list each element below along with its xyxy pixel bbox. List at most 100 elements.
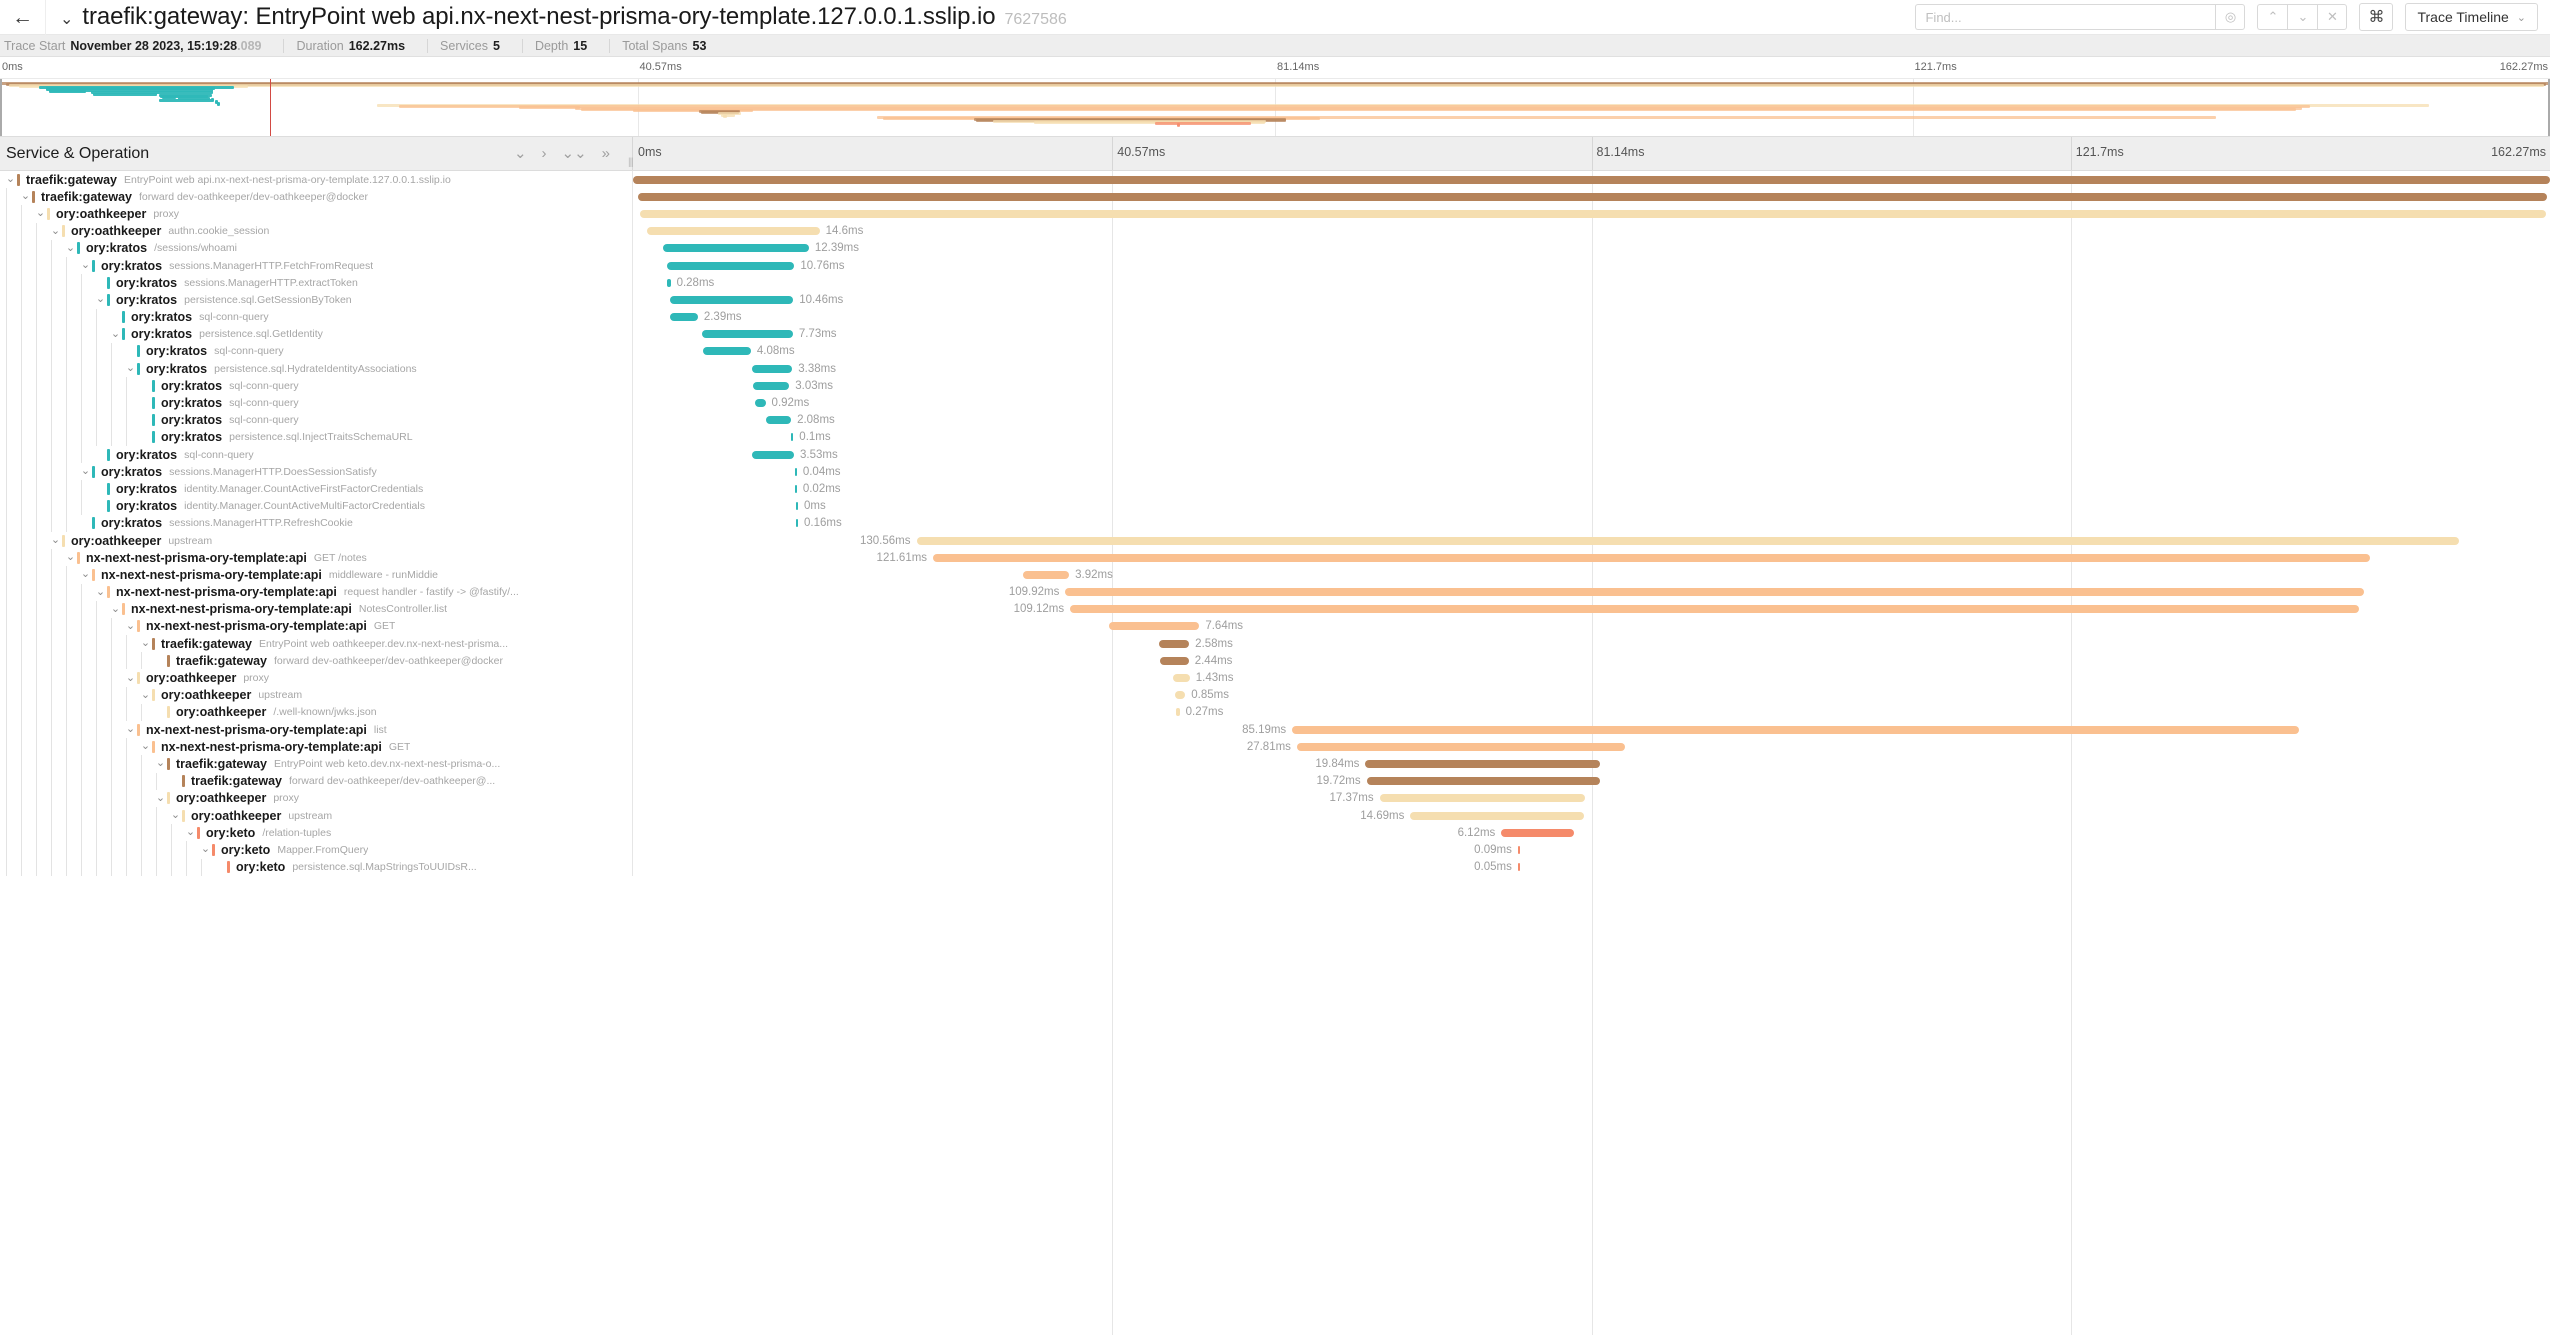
span-label-cell[interactable]: ⌄ ory:oathkeeper authn.cookie_session (0, 222, 633, 240)
span-duration-bar[interactable] (669, 295, 794, 304)
span-row[interactable]: ⌄ory:kratospersistence.sql.InjectTraitsS… (0, 428, 2550, 446)
span-bar-cell[interactable]: 1.43ms (633, 669, 2550, 686)
span-bar-cell[interactable]: 0.28ms (633, 274, 2550, 291)
span-duration-bar[interactable] (640, 209, 2546, 218)
span-bar-cell[interactable]: 27.81ms (633, 738, 2550, 755)
span-duration-bar[interactable] (1175, 691, 1186, 700)
span-label-cell[interactable]: ⌄ ory:keto Mapper.FromQuery (0, 841, 633, 859)
trace-minimap[interactable]: 0ms 40.57ms 81.14ms 121.7ms 162.27ms (0, 57, 2550, 137)
span-duration-bar[interactable] (637, 192, 2547, 201)
span-bar-cell[interactable]: 17.37ms (633, 790, 2550, 807)
span-label-cell[interactable]: ⌄ ory:oathkeeper upstream (0, 806, 633, 825)
span-bar-cell[interactable]: 14.69ms (633, 807, 2550, 824)
column-resize-handle[interactable]: ||| (628, 157, 634, 168)
span-row[interactable]: ⌄ nx-next-nest-prisma-ory-template:api Not… (0, 600, 2550, 618)
span-duration-bar[interactable] (933, 553, 2370, 562)
target-icon[interactable]: ◎ (2215, 4, 2246, 30)
span-row[interactable]: ⌄ traefik:gateway EntryPoint web oathkeepe… (0, 635, 2550, 653)
span-duration-bar[interactable] (669, 313, 698, 322)
span-label-cell[interactable]: ⌄ ory:kratos persistence.sql.GetSessionByT… (0, 291, 633, 309)
span-bar-cell[interactable]: 0.92ms (633, 394, 2550, 411)
span-duration-bar[interactable] (1158, 639, 1190, 648)
minimap-right-handle[interactable] (2548, 79, 2550, 136)
span-duration-bar[interactable] (667, 278, 671, 287)
span-duration-bar[interactable] (1517, 845, 1520, 854)
span-bar-cell[interactable] (633, 205, 2550, 222)
span-row[interactable]: ⌄ory:kratossessions.ManagerHTTP.extractT… (0, 274, 2550, 292)
span-duration-bar[interactable] (1176, 708, 1180, 717)
span-bar-cell[interactable]: 0ms (633, 498, 2550, 515)
span-duration-bar[interactable] (702, 347, 751, 356)
span-bar-cell[interactable]: 121.61ms (633, 549, 2550, 566)
span-row[interactable]: ⌄ ory:oathkeeper upstream 14.69ms (0, 806, 2550, 825)
span-duration-bar[interactable] (794, 467, 797, 476)
span-duration-bar[interactable] (1065, 588, 2364, 597)
span-label-cell[interactable]: ⌄ ory:kratos sessions.ManagerHTTP.FetchFro… (0, 256, 633, 275)
span-label-cell[interactable]: ⌄ nx-next-nest-prisma-ory-template:api GET… (0, 549, 633, 567)
span-bar-cell[interactable]: 2.44ms (633, 652, 2550, 669)
span-label-cell[interactable]: ⌄ traefik:gateway EntryPoint web api.nx-ne… (0, 171, 633, 189)
expand-toggle-chevron-down-icon[interactable]: ⌄ (110, 602, 121, 615)
span-row[interactable]: ⌄ ory:oathkeeper proxy 1.43ms (0, 669, 2550, 687)
expand-toggle-chevron-down-icon[interactable]: ⌄ (95, 585, 106, 598)
span-row[interactable]: ⌄ ory:keto Mapper.FromQuery 0.09ms (0, 841, 2550, 859)
span-bar-cell[interactable]: 14.6ms (633, 223, 2550, 240)
span-bar-cell[interactable]: 4.08ms (633, 343, 2550, 360)
span-duration-bar[interactable] (1501, 828, 1574, 837)
search-input[interactable] (1915, 4, 2216, 30)
span-label-cell[interactable]: ⌄ nx-next-nest-prisma-ory-template:api Not… (0, 600, 633, 618)
span-label-cell[interactable]: ⌄ory:kratosidentity.Manager.CountActiveF… (0, 480, 633, 498)
span-bar-cell[interactable] (633, 171, 2550, 188)
span-bar-cell[interactable]: 0.05ms (633, 859, 2550, 876)
span-label-cell[interactable]: ⌄ory:kratossessions.ManagerHTTP.extractT… (0, 274, 633, 292)
span-duration-bar[interactable] (1517, 863, 1520, 872)
expand-toggle-chevron-down-icon[interactable]: ⌄ (65, 551, 76, 564)
span-label-cell[interactable]: ⌄ ory:oathkeeper proxy (0, 669, 633, 687)
close-icon[interactable]: ✕ (2317, 4, 2348, 30)
span-duration-bar[interactable] (796, 502, 799, 511)
expand-toggle-chevron-down-icon[interactable]: ⌄ (50, 534, 61, 547)
span-label-cell[interactable]: ⌄ ory:kratos persistence.sql.HydrateIdenti… (0, 360, 633, 378)
expand-toggle-chevron-down-icon[interactable]: ⌄ (140, 740, 151, 753)
span-duration-bar[interactable] (791, 433, 794, 442)
span-duration-bar[interactable] (667, 261, 795, 270)
span-bar-cell[interactable]: 85.19ms (633, 721, 2550, 738)
span-bar-cell[interactable]: 0.27ms (633, 704, 2550, 721)
minimap-cursor[interactable] (270, 79, 272, 136)
span-bar-cell[interactable]: 19.72ms (633, 773, 2550, 790)
span-bar-cell[interactable]: 3.92ms (633, 566, 2550, 583)
span-duration-bar[interactable] (633, 175, 2550, 184)
expand-toggle-chevron-down-icon[interactable]: ⌄ (155, 757, 166, 770)
span-label-cell[interactable]: ⌄ nx-next-nest-prisma-ory-template:api lis… (0, 721, 633, 739)
span-label-cell[interactable]: ⌄ traefik:gateway EntryPoint web keto.dev.… (0, 755, 633, 773)
chevron-down-icon[interactable]: ⌄ (513, 145, 527, 162)
span-bar-cell[interactable]: 7.73ms (633, 326, 2550, 343)
span-duration-bar[interactable] (662, 244, 809, 253)
span-row[interactable]: ⌄ory:kratosidentity.Manager.CountActiveM… (0, 497, 2550, 515)
expand-toggle-chevron-down-icon[interactable]: ⌄ (125, 362, 136, 375)
span-label-cell[interactable]: ⌄ ory:keto/relation-tuples (0, 824, 633, 842)
span-row[interactable]: ⌄ory:oathkeeper/.well-known/jwks.json0.2… (0, 703, 2550, 721)
span-label-cell[interactable]: ⌄ nx-next-nest-prisma-ory-template:api GET (0, 617, 633, 636)
span-label-cell[interactable]: ⌄ ory:oathkeeper proxy (0, 205, 633, 223)
span-row[interactable]: ⌄ ory:kratos sessions.ManagerHTTP.FetchFro… (0, 256, 2550, 275)
span-bar-cell[interactable]: 12.39ms (633, 240, 2550, 257)
expand-toggle-chevron-down-icon[interactable]: ⌄ (95, 293, 106, 306)
span-bar-cell[interactable]: 3.03ms (633, 377, 2550, 394)
expand-toggle-chevron-down-icon[interactable]: ⌄ (140, 688, 151, 701)
span-row[interactable]: ⌄ nx-next-nest-prisma-ory-template:api mid… (0, 566, 2550, 584)
expand-toggle-chevron-down-icon[interactable]: ⌄ (80, 259, 91, 272)
span-label-cell[interactable]: ⌄ ory:kratos persistence.sql.GetIdentity (0, 325, 633, 343)
span-bar-cell[interactable]: 6.12ms (633, 824, 2550, 841)
span-row[interactable]: ⌄ traefik:gateway EntryPoint web api.nx-ne… (0, 171, 2550, 189)
